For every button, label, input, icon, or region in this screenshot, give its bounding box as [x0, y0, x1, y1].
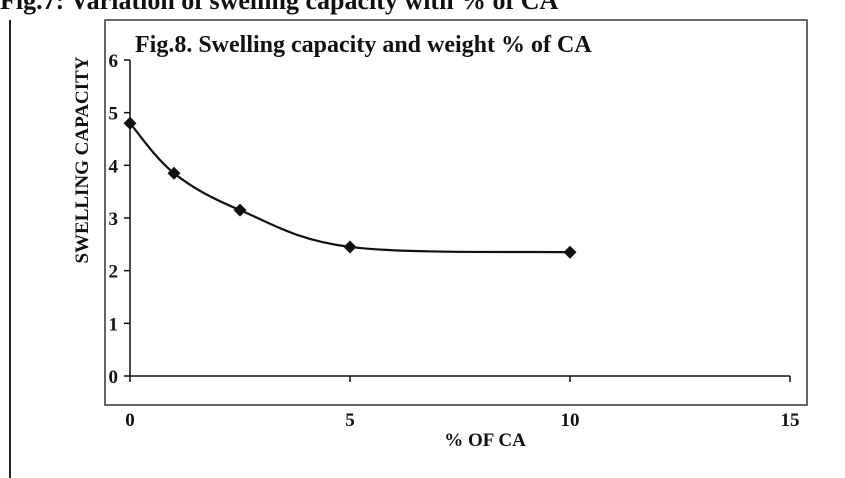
y-tick-label: 4	[109, 156, 119, 177]
data-point-marker	[167, 166, 181, 180]
x-tick-label: 10	[561, 410, 580, 431]
x-tick-label: 0	[125, 410, 135, 431]
y-tick-label: 0	[109, 367, 119, 388]
x-tick-label: 5	[345, 410, 355, 431]
y-tick-label: 6	[109, 51, 119, 72]
data-point-marker	[563, 245, 577, 259]
chart-title: Fig.8. Swelling capacity and weight % of…	[135, 32, 592, 58]
y-tick-label: 5	[109, 104, 119, 125]
y-tick-label: 3	[109, 209, 119, 230]
data-point-marker	[123, 116, 137, 130]
data-markers	[123, 116, 577, 259]
y-axis-ticks: 0 1 2 3 4 5 6	[109, 51, 130, 388]
previous-figure-caption-fragment: Fig.7: Variation of swelling capacity wi…	[0, 0, 559, 15]
series-line	[129, 122, 571, 254]
y-axis-label: SWELLING CAPACITY	[72, 56, 93, 263]
data-point-marker	[343, 240, 357, 254]
x-tick-label: 15	[781, 410, 800, 431]
x-axis-ticks: 0 5 10 15	[125, 376, 800, 431]
y-tick-label: 1	[109, 314, 119, 335]
x-axis-label: % OF CA	[444, 430, 526, 451]
plot-area-border	[104, 19, 808, 406]
data-point-marker	[233, 203, 247, 217]
y-tick-label: 2	[109, 262, 119, 283]
page-frame-line	[9, 20, 11, 478]
